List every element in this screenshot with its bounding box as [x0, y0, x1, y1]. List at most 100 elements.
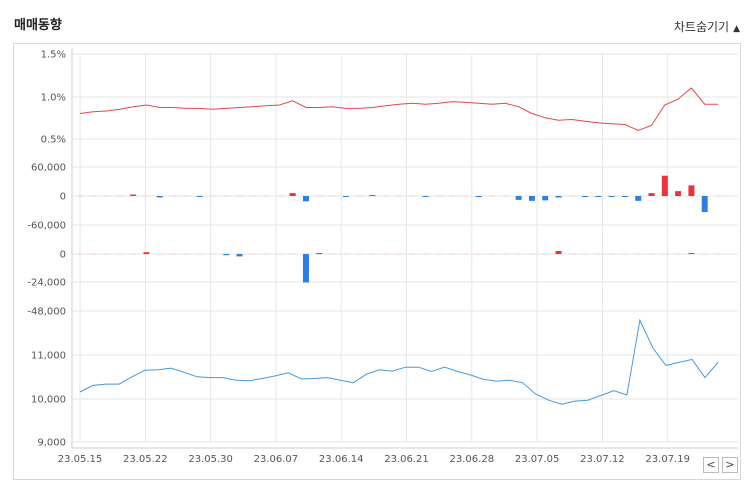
vol1-bar — [196, 196, 203, 197]
x-tick-label: 23.06.14 — [319, 454, 364, 465]
vol2-bar — [276, 253, 283, 255]
y-tick-label: 0.5% — [41, 135, 66, 146]
vol2-bar — [209, 253, 216, 255]
x-tick-label: 23.05.15 — [58, 454, 103, 465]
vol1-bar — [568, 195, 575, 197]
vol1-bar — [316, 195, 323, 197]
vol1-bar — [236, 195, 243, 197]
vol1-bar — [648, 193, 655, 196]
vol1-bar — [263, 195, 270, 197]
vol2-bar — [515, 253, 522, 255]
vol2-bar — [701, 253, 708, 255]
vol1-bar — [289, 193, 296, 196]
vol2-bar — [555, 251, 562, 254]
vol1-bar — [462, 195, 469, 197]
prev-button[interactable]: < — [703, 457, 719, 473]
y-tick-label: 60,000 — [31, 163, 66, 174]
vol1-bar — [608, 196, 615, 197]
vol2-bar — [289, 253, 296, 255]
x-tick-label: 23.06.28 — [450, 454, 495, 465]
price-series-line — [79, 318, 719, 405]
vol2-bar — [103, 253, 110, 255]
vol1-bar — [249, 195, 256, 197]
vol2-bar — [329, 253, 336, 255]
y-tick-label: 1.5% — [41, 50, 66, 61]
y-tick-label: 0 — [60, 192, 66, 203]
vol1-bar — [555, 196, 562, 198]
vol1-bar — [356, 195, 363, 197]
vol1-bar — [396, 195, 402, 197]
vol2-bar — [595, 253, 602, 255]
vol1-bar — [475, 196, 482, 197]
vol1-bar — [409, 195, 416, 197]
y-tick-label: 10,000 — [31, 395, 66, 406]
vol2-bar — [542, 253, 549, 255]
vol2-bar — [449, 253, 456, 255]
vol1-bar — [369, 195, 376, 197]
vol1-bar — [675, 191, 682, 196]
vol2-bar — [170, 253, 177, 255]
vol2-bar — [302, 254, 309, 283]
vol1-bar — [595, 196, 602, 197]
vol1-bar — [116, 195, 123, 197]
y-tick-label: -60,000 — [27, 221, 66, 232]
vol2-bar — [568, 253, 575, 255]
vol2-bar — [621, 253, 628, 255]
vol1-bar — [90, 195, 97, 197]
y-tick-label: 1.0% — [41, 93, 66, 104]
x-tick-label: 23.06.07 — [254, 454, 299, 465]
vol2-bar — [396, 253, 402, 255]
vol2-bar — [249, 253, 256, 255]
vol2-bar — [648, 253, 655, 255]
vol1-bar — [635, 196, 642, 201]
vol1-bar — [621, 196, 628, 197]
x-tick-label: 23.07.05 — [515, 454, 560, 465]
vol1-bar — [103, 195, 110, 197]
vol1-bar — [515, 196, 522, 200]
x-tick-label: 23.05.22 — [123, 454, 168, 465]
vol2-bar — [409, 253, 416, 255]
vol1-bar — [542, 196, 549, 201]
vol2-bar — [475, 253, 482, 255]
vol2-bar — [90, 253, 97, 255]
vol1-bar — [276, 195, 283, 197]
vol2-bar — [356, 253, 363, 255]
vol1-bar — [223, 195, 230, 197]
x-tick-label: 23.05.30 — [188, 454, 233, 465]
vol1-bar — [143, 195, 150, 197]
vol2-bar — [116, 253, 123, 255]
vol1-bar — [449, 195, 456, 197]
hide-chart-toggle[interactable]: 차트숨기기 ▲ — [674, 18, 740, 35]
y-tick-label: -48,000 — [27, 307, 66, 318]
vol2-bar — [635, 253, 642, 255]
vol2-bar — [502, 253, 509, 255]
x-tick-label: 23.07.12 — [580, 454, 625, 465]
vol2-bar — [143, 252, 150, 254]
vol2-bar — [382, 253, 389, 255]
vol1-bar — [502, 195, 509, 197]
vol1-bar — [183, 195, 190, 197]
vol1-bar — [582, 196, 589, 197]
vol2-bar — [462, 253, 469, 255]
vol1-bar — [688, 185, 695, 196]
y-tick-label: -24,000 — [27, 278, 66, 289]
x-tick-label: 23.07.19 — [645, 454, 690, 465]
vol1-bar — [342, 196, 349, 197]
hide-chart-label: 차트숨기기 — [673, 20, 730, 34]
vol2-bar — [196, 253, 203, 255]
vol2-bar — [422, 253, 429, 255]
vol2-bar — [263, 253, 270, 255]
vol2-bar — [369, 253, 376, 255]
vol2-bar — [528, 253, 535, 255]
y-tick-label: 9,000 — [37, 438, 66, 449]
vol1-bar — [435, 195, 442, 197]
vol2-bar — [130, 253, 137, 255]
vol2-bar — [715, 253, 721, 255]
next-button[interactable]: > — [722, 457, 738, 473]
vol2-bar — [77, 253, 83, 255]
vol1-bar — [130, 194, 137, 196]
vol2-bar — [156, 253, 163, 255]
vol2-bar — [183, 253, 190, 255]
vol1-bar — [422, 196, 429, 197]
